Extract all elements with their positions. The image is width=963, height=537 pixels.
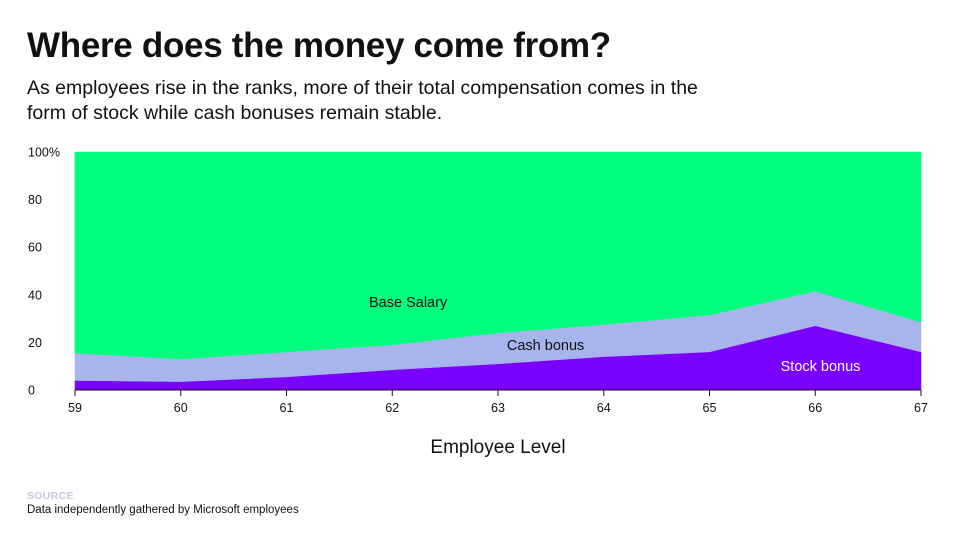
x-tick-label: 65 — [703, 401, 717, 415]
chart-title: Where does the money come from? — [27, 26, 611, 65]
series-label-cash-bonus: Cash bonus — [507, 338, 584, 354]
y-tick-label: 20 — [28, 336, 42, 350]
chart-axes: 0 20 40 60 80 100% 59 60 61 62 63 64 65 66 67 — [28, 146, 928, 416]
y-tick-label: 40 — [28, 288, 42, 302]
series-label-stock-bonus: Stock bonus — [781, 359, 861, 375]
x-tick-label: 61 — [280, 401, 294, 415]
chart-subtitle: As employees rise in the ranks, more of … — [27, 77, 698, 124]
x-tick-label: 60 — [174, 401, 188, 415]
source-label: SOURCE — [27, 490, 74, 502]
x-tick-label: 66 — [808, 401, 822, 415]
x-tick-label: 63 — [491, 401, 505, 415]
x-tick-label: 67 — [914, 401, 928, 415]
y-tick-label: 0 — [28, 384, 35, 398]
chart-areas — [74, 151, 922, 391]
y-tick-label: 100% — [28, 146, 60, 160]
chart-area-labels: Stock bonus Cash bonus Base Salary — [369, 295, 860, 375]
x-tick-label: 64 — [597, 401, 611, 415]
x-axis-label: Employee Level — [430, 437, 565, 458]
x-tick-label: 62 — [385, 401, 399, 415]
x-tick-label: 59 — [68, 401, 82, 415]
y-tick-label: 80 — [28, 193, 42, 207]
series-label-base-salary: Base Salary — [369, 295, 448, 311]
area-base-salary — [74, 151, 922, 360]
y-tick-label: 60 — [28, 241, 42, 255]
source-text: Data independently gathered by Microsoft… — [27, 504, 299, 516]
